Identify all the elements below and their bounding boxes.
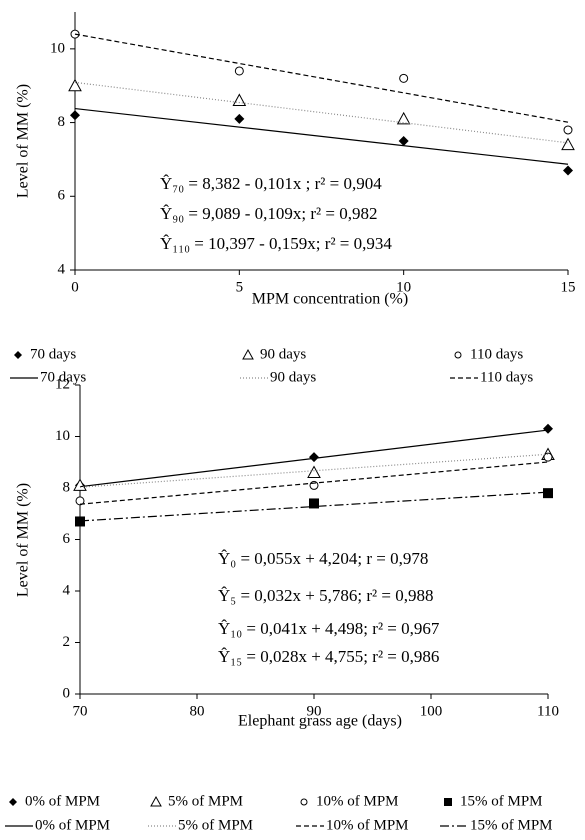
legend-label: 15% of MPM: [460, 793, 543, 809]
equation: Ŷ₀ = 0,055x + 4,204; r = 0,978: [218, 549, 428, 568]
y-tick-label: 2: [63, 634, 71, 650]
marker-diamond: [309, 452, 319, 463]
x-axis-label: Elephant grass age (days): [238, 713, 402, 730]
legend-label: 15% of MPM: [470, 817, 553, 833]
equation: Ŷ₁₀ = 0,041x + 4,498; r² = 0,967: [218, 619, 440, 638]
y-tick-label: 8: [58, 114, 66, 130]
marker-triangle: [150, 795, 162, 807]
x-tick-label: 5: [236, 279, 244, 295]
marker-circle: [399, 73, 409, 83]
x-tick-label: 80: [190, 703, 205, 719]
marker-circle: [300, 798, 308, 806]
y-tick-label: 6: [58, 188, 66, 204]
x-axis-label: MPM concentration (%): [252, 291, 408, 308]
legend-label: 10% of MPM: [326, 817, 409, 833]
x-tick-label: 0: [71, 279, 79, 295]
trend-line: [74, 81, 569, 144]
marker-circle: [454, 351, 462, 359]
y-tick-label: 6: [63, 531, 71, 547]
y-axis-label: Level of MM (%): [15, 483, 32, 597]
legend-label: 70 days: [40, 369, 86, 385]
x-tick-label: 100: [420, 703, 443, 719]
marker-triangle: [242, 348, 254, 360]
marker-diamond: [543, 423, 553, 434]
marker-diamond: [398, 136, 409, 146]
x-tick-label: 10: [396, 279, 411, 295]
marker-diamond: [563, 165, 573, 176]
marker-diamond: [234, 113, 245, 124]
marker-diamond: [70, 110, 80, 121]
y-tick-label: 12: [55, 376, 70, 392]
marker-triangle: [396, 111, 411, 125]
trend-line: [79, 429, 549, 488]
x-tick-label: 15: [561, 279, 576, 295]
legend-label: 10% of MPM: [316, 793, 399, 809]
legend-label: 5% of MPM: [168, 793, 243, 809]
legend-label: 0% of MPM: [25, 793, 100, 809]
x-tick-label: 90: [307, 703, 322, 719]
marker-diamond: [9, 798, 17, 806]
marker-triangle: [68, 78, 82, 92]
legend-label: 90 days: [270, 369, 316, 385]
marker-diamond: [14, 351, 22, 359]
equation: Ŷ₁₅ = 0,028x + 4,755; r² = 0,986: [218, 647, 439, 666]
marker-triangle: [73, 478, 87, 491]
legend-label: 0% of MPM: [35, 817, 110, 833]
equation: Ŷ₁₁₀ = 10,397 - 0,159x; r² = 0,934: [160, 234, 392, 253]
legend-label: 5% of MPM: [178, 817, 253, 833]
marker-square: [444, 798, 452, 806]
legend-label: 70 days: [30, 346, 76, 362]
marker-triangle: [307, 465, 321, 479]
legend-label: 110 days: [480, 369, 533, 385]
marker-square: [543, 488, 553, 499]
marker-circle: [234, 66, 244, 76]
trend-line: [79, 491, 549, 522]
equation: Ŷ₇₀ = 8,382 - 0,101x ; r² = 0,904: [160, 174, 382, 193]
equation: Ŷ₉₀ = 9,089 - 0,109x; r² = 0,982: [160, 204, 377, 223]
marker-triangle: [561, 137, 575, 151]
marker-square: [309, 498, 319, 509]
x-tick-label: 70: [73, 703, 88, 719]
trend-line: [74, 107, 569, 165]
legend-label: 90 days: [260, 346, 306, 362]
y-tick-label: 8: [63, 479, 71, 495]
marker-triangle: [232, 93, 247, 106]
marker-circle: [563, 125, 573, 135]
trend-line: [74, 33, 569, 123]
marker-circle: [75, 496, 85, 506]
equation: Ŷ₅ = 0,032x + 5,786; r² = 0,988: [218, 586, 433, 605]
y-tick-label: 4: [58, 261, 66, 277]
legend-label: 110 days: [470, 346, 523, 362]
y-tick-label: 4: [63, 582, 71, 598]
trend-line: [79, 461, 549, 505]
y-tick-label: 10: [55, 428, 70, 444]
x-tick-label: 110: [537, 703, 559, 719]
marker-square: [75, 516, 85, 527]
y-tick-label: 10: [50, 40, 65, 56]
marker-circle: [543, 452, 553, 462]
y-tick-label: 0: [63, 685, 71, 701]
y-axis-label: Level of MM (%): [15, 84, 32, 198]
trend-line: [79, 453, 549, 488]
